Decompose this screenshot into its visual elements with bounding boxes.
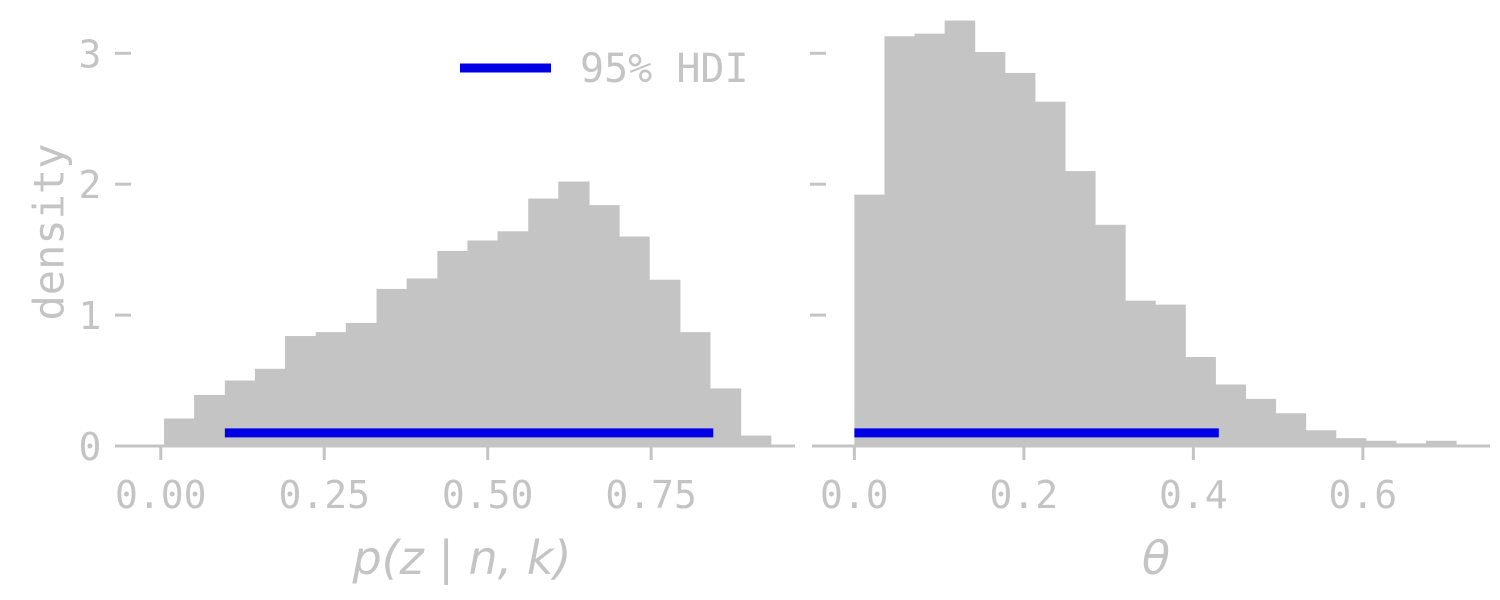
x-axis-label-left: p(z | n, k) [351,531,571,586]
histogram-bar [1004,72,1036,446]
x-tick-label: 0.75 [605,473,697,517]
histogram-bar [974,51,1006,447]
y-axis-label: density [25,143,74,320]
histogram-bar [1064,171,1096,446]
histogram-bar [164,418,195,446]
histogram-bar [944,20,976,447]
x-tick-label: 0.25 [278,473,370,517]
histogram-bar [467,240,498,446]
x-axis-label-right: θ [1142,531,1170,585]
y-tick-label: 2 [79,163,102,207]
x-tick-label: 0.0 [820,473,889,517]
histogram-bar [740,435,772,446]
histogram-bar [1245,398,1277,446]
x-tick-label: 0.00 [115,473,207,517]
histogram-bar [914,33,946,447]
histogram-bar [679,332,711,446]
histogram-bar [437,250,468,446]
y-tick-label: 0 [79,425,102,469]
legend-hdi-label: 95% HDI [580,46,749,92]
left-panel: 0.00 0.25 0.50 0.75 0 1 2 3 [79,32,795,517]
histogram-bar [1155,304,1186,446]
histogram-bar [884,36,916,446]
histogram-bar [315,332,347,446]
y-tick-label: 3 [79,32,102,76]
histogram-bar [649,279,681,446]
histogram-bar [1095,224,1126,446]
histogram-bar [1426,440,1457,446]
histogram-bar [619,236,650,446]
histogram-bar [285,336,317,446]
histogram-bar [854,194,885,446]
histogram-bar [406,278,438,446]
histogram-bar [589,205,620,446]
x-tick-label: 0.2 [990,473,1059,517]
x-tick-label: 0.6 [1329,473,1398,517]
histogram-bar [1335,438,1367,446]
histogram-bar [1305,430,1337,446]
histogram-bar [528,198,559,446]
histogram-bar [710,388,742,446]
histogram-bar [497,231,529,446]
y-tick-label: 1 [79,294,102,338]
histogram-bar [1034,101,1066,446]
histogram-bar [1125,300,1156,446]
x-tick-label: 0.50 [442,473,534,517]
histogram-bar [1275,413,1307,446]
histogram-bar [376,288,408,446]
right-panel: 0.0 0.2 0.4 0.6 [810,20,1490,517]
histogram-bar [194,394,226,446]
histogram-bar [558,181,590,446]
legend: 95% HDI [460,46,749,92]
histogram-bar [1215,384,1246,446]
x-tick-label: 0.4 [1159,473,1228,517]
histogram-bar [1365,440,1397,446]
histogram-bar [345,322,378,446]
